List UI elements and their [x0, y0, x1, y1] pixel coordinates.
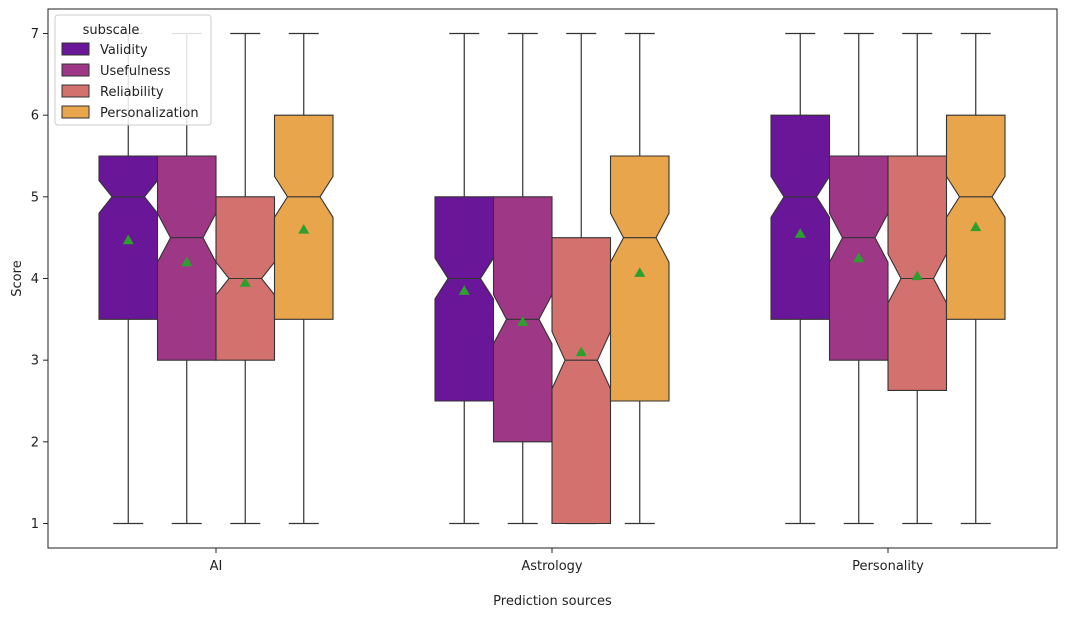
mean-marker: [911, 270, 923, 281]
box-reliability-personality: [887, 32, 948, 525]
box-usefulness-astrology: [492, 32, 553, 525]
box-body: [945, 114, 1006, 320]
mean-marker: [298, 224, 310, 234]
legend-box: [54, 14, 212, 126]
legend-swatch-personalization: [61, 105, 90, 119]
legend-label-personalization: Personalization: [100, 106, 199, 121]
legend-swatch-reliability: [61, 84, 90, 98]
box-body: [770, 114, 831, 320]
y-tick-label: 4: [31, 272, 39, 287]
x-axis: AI Astrology Personality: [210, 548, 924, 574]
legend: subscale Validity Usefulness Reliability Pe…: [54, 14, 212, 126]
box-reliability-astrology: [551, 32, 612, 525]
box-validity-personality: [770, 32, 831, 525]
legend-label-reliability: Reliability: [100, 85, 164, 100]
y-tick-label: 2: [31, 435, 39, 450]
plot-area: [98, 32, 1006, 525]
mean-marker: [853, 252, 865, 263]
mean-marker: [122, 234, 134, 245]
box-validity-astrology: [434, 32, 495, 525]
x-tick-label: AI: [210, 559, 223, 574]
box-personalization-ai: [273, 32, 334, 525]
mean-marker: [458, 285, 470, 295]
y-tick-label: 1: [31, 517, 39, 532]
mean-marker: [517, 316, 529, 326]
legend-swatch-validity: [61, 42, 90, 56]
legend-title: subscale: [83, 23, 140, 38]
y-tick-label: 5: [31, 190, 39, 205]
box-reliability-ai: [215, 32, 276, 525]
x-axis-label: Prediction sources: [493, 594, 612, 609]
box-personalization-astrology: [609, 32, 670, 525]
box-body: [551, 237, 612, 525]
legend-label-usefulness: Usefulness: [100, 64, 171, 79]
mean-marker: [239, 277, 251, 287]
box-personalization-personality: [945, 32, 1006, 525]
mean-marker: [575, 346, 587, 357]
legend-label-validity: Validity: [100, 43, 148, 58]
mean-marker: [634, 267, 646, 277]
box-body: [273, 114, 334, 320]
y-tick-label: 6: [31, 109, 39, 124]
y-axis-label: Score: [10, 260, 25, 296]
mean-marker: [181, 256, 193, 267]
x-tick-label: Personality: [852, 559, 924, 574]
box-body: [609, 155, 670, 402]
mean-marker: [794, 228, 806, 238]
y-axis: 1 2 3 4 5 6 7: [31, 27, 48, 532]
legend-swatch-usefulness: [61, 63, 90, 77]
mean-marker: [970, 221, 982, 232]
y-tick-label: 3: [31, 354, 39, 369]
y-tick-label: 7: [31, 27, 39, 42]
box-body: [434, 196, 495, 402]
x-tick-label: Astrology: [521, 559, 583, 574]
box-usefulness-personality: [828, 32, 889, 525]
